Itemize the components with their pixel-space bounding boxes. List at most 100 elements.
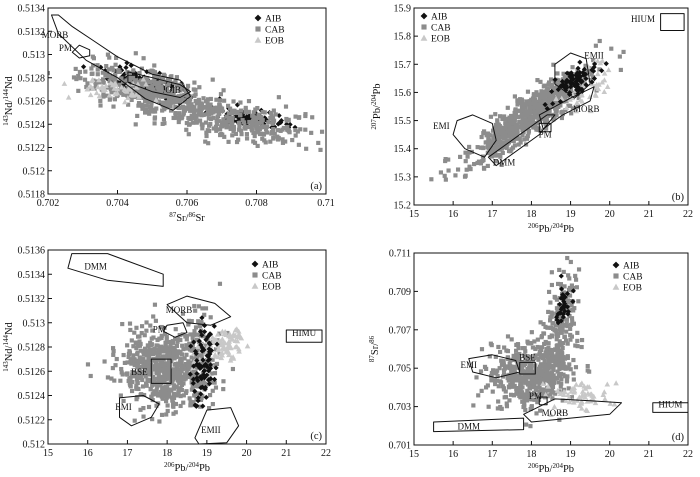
- data-point-cab: [485, 163, 490, 169]
- data-point-eob: [191, 358, 197, 364]
- data-point-cab: [271, 127, 276, 132]
- data-point-eob: [601, 389, 608, 395]
- data-point-cab: [222, 98, 227, 103]
- data-point-cab: [479, 134, 484, 140]
- y-tick-label: 0.5136: [18, 246, 46, 257]
- data-point-cab: [183, 390, 189, 396]
- data-point-cab: [104, 64, 109, 69]
- data-point-cab: [230, 110, 235, 115]
- data-point-cab: [130, 379, 135, 385]
- data-point-cab: [566, 366, 571, 371]
- data-point-cab: [145, 96, 150, 101]
- data-point-cab: [236, 137, 241, 142]
- data-point-cab: [178, 337, 183, 343]
- data-point-cab: [529, 397, 534, 402]
- data-point-cab: [220, 124, 225, 129]
- data-point-cab: [569, 395, 575, 400]
- data-point-cab: [517, 372, 522, 378]
- data-point-cab: [532, 397, 537, 402]
- data-point-cab: [101, 77, 106, 82]
- data-point-cab: [514, 130, 519, 135]
- data-point-cab: [180, 343, 185, 348]
- x-tick-label: 18: [526, 449, 536, 460]
- data-point-eob: [244, 343, 251, 349]
- data-point-cab: [177, 105, 182, 111]
- data-point-cab: [193, 325, 199, 330]
- data-point-cab: [107, 55, 112, 60]
- region-bse: [519, 361, 536, 375]
- data-point-eob: [594, 71, 601, 77]
- data-point-cab: [156, 391, 161, 396]
- data-point-cab: [503, 389, 508, 394]
- data-point-aib: [558, 273, 564, 279]
- data-point-cab: [174, 364, 180, 369]
- x-tick-label: 22: [683, 209, 693, 220]
- data-point-cab: [150, 352, 156, 357]
- data-point-cab: [559, 329, 564, 335]
- data-point-eob: [212, 336, 218, 342]
- data-point-cab: [135, 343, 140, 349]
- data-point-cab: [231, 127, 237, 132]
- region-pm: [538, 396, 548, 406]
- data-point-cab: [549, 363, 554, 369]
- data-point-aib: [199, 348, 205, 354]
- data-point-cab: [76, 73, 81, 79]
- legend-marker-cab: [252, 272, 258, 278]
- region-label-morb: MORB: [573, 104, 600, 114]
- data-point-cab: [135, 395, 140, 400]
- data-point-eob: [600, 392, 607, 398]
- data-point-cab: [541, 95, 546, 100]
- data-point-cab: [508, 358, 513, 363]
- data-point-cab: [217, 119, 222, 124]
- data-point-cab: [251, 118, 256, 123]
- data-point-cab: [206, 116, 211, 121]
- data-point-cab: [165, 408, 170, 414]
- data-point-cab: [540, 114, 545, 119]
- data-point-cab: [559, 110, 564, 115]
- data-point-cab: [198, 109, 203, 114]
- data-point-cab: [489, 370, 494, 376]
- data-point-eob: [540, 381, 546, 387]
- data-point-eob: [136, 93, 142, 99]
- data-point-cab: [570, 106, 575, 111]
- data-point-cab: [186, 115, 191, 121]
- data-point-cab: [193, 373, 198, 378]
- data-point-cab: [144, 103, 149, 108]
- data-point-aib: [579, 86, 585, 92]
- data-point-cab: [203, 139, 208, 144]
- data-point-aib: [603, 61, 609, 67]
- data-point-cab: [523, 408, 528, 413]
- data-point-cab: [563, 338, 569, 343]
- data-point-cab: [132, 362, 137, 368]
- y-tick-label: 0.707: [389, 325, 412, 336]
- data-point-cab: [487, 138, 492, 143]
- x-tick-label: 21: [644, 449, 654, 460]
- data-point-eob: [588, 391, 595, 397]
- data-point-aib: [554, 317, 560, 323]
- x-tick-label: 15: [409, 449, 419, 460]
- data-point-cab: [498, 154, 503, 159]
- data-point-cab: [154, 343, 159, 348]
- data-point-cab: [489, 154, 495, 159]
- data-point-cab: [118, 378, 123, 383]
- y-tick-label: 0.5124: [18, 120, 46, 131]
- data-point-cab: [465, 154, 470, 159]
- data-point-cab: [153, 81, 158, 86]
- data-point-cab: [164, 412, 169, 417]
- data-point-eob: [580, 83, 586, 89]
- data-point-cab: [138, 392, 143, 397]
- data-point-cab: [491, 135, 497, 140]
- data-point-cab: [545, 86, 550, 91]
- data-point-cab: [498, 131, 503, 136]
- data-point-cab: [579, 84, 584, 89]
- data-point-cab: [492, 378, 497, 383]
- y-tick-label: 0.5132: [18, 27, 46, 38]
- data-point-cab: [567, 276, 572, 281]
- data-point-cab: [517, 136, 522, 141]
- data-point-cab: [113, 72, 118, 78]
- panel-label: (c): [310, 431, 322, 442]
- data-point-cab: [161, 94, 166, 99]
- data-point-cab: [491, 368, 496, 373]
- data-point-cab: [208, 102, 213, 107]
